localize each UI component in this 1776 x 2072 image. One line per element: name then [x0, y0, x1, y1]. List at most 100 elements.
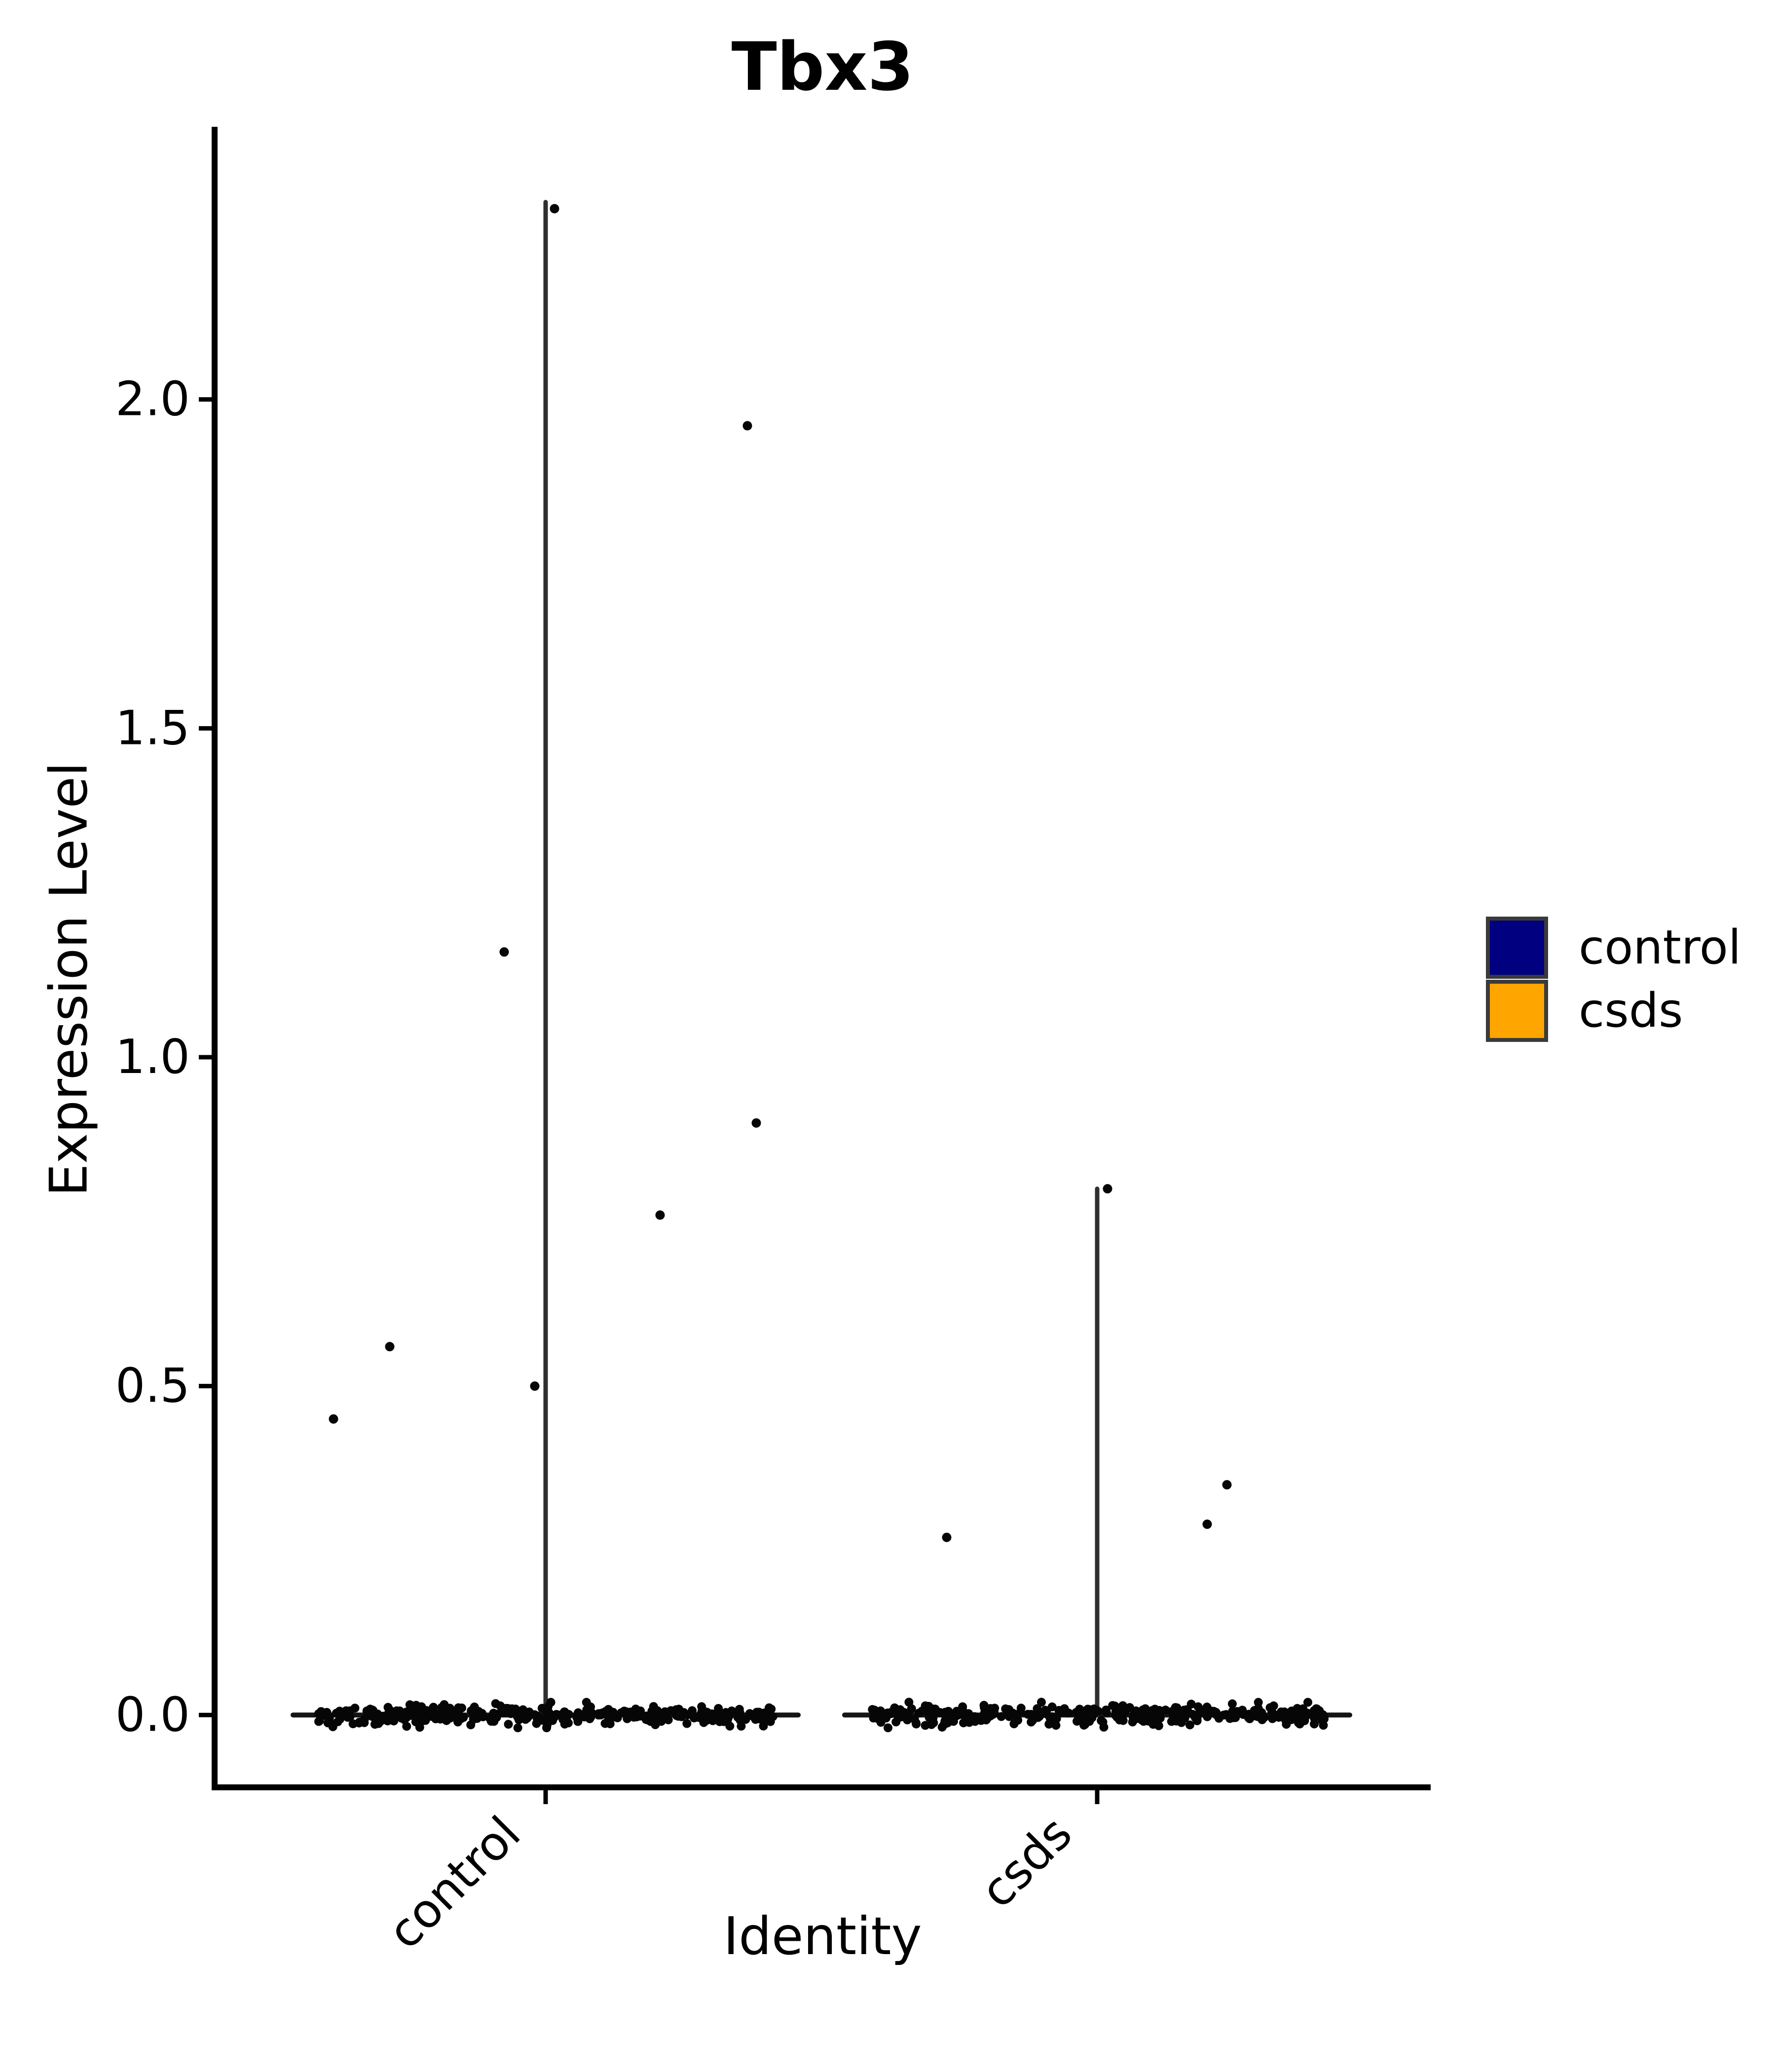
jitter-dot-csds	[1182, 1705, 1191, 1714]
jitter-dot-csds	[873, 1714, 883, 1723]
jitter-dot-control	[489, 1717, 499, 1726]
jitter-dot-control	[350, 1703, 360, 1713]
jitter-dot-control	[682, 1719, 692, 1728]
jitter-dot-control	[335, 1706, 344, 1716]
data-point-control	[550, 204, 559, 214]
jitter-dot-csds	[1227, 1699, 1237, 1708]
jitter-dot-csds	[1287, 1715, 1296, 1724]
jitter-dot-csds	[1314, 1705, 1323, 1715]
jitter-dot-csds	[964, 1718, 974, 1727]
jitter-dot-control	[369, 1706, 378, 1715]
jitter-dot-control	[402, 1722, 411, 1731]
jitter-dot-control	[431, 1709, 441, 1718]
jitter-dot-control	[454, 1703, 463, 1712]
jitter-dot-csds	[1080, 1720, 1090, 1729]
jitter-dot-control	[412, 1707, 421, 1716]
jitter-dot-control	[513, 1723, 522, 1733]
data-point-control	[385, 1342, 395, 1352]
data-point-csds	[1103, 1184, 1112, 1194]
jitter-dot-csds	[988, 1710, 998, 1719]
jitter-dot-csds	[1102, 1708, 1111, 1717]
jitter-dot-csds	[1097, 1716, 1106, 1725]
jitter-dot-control	[613, 1713, 622, 1723]
jitter-dot-csds	[1064, 1708, 1073, 1718]
data-point-control	[751, 1118, 761, 1128]
jitter-dot-control	[644, 1715, 653, 1725]
jitter-dot-control	[759, 1721, 768, 1731]
jitter-dot-csds	[1082, 1712, 1092, 1721]
jitter-dot-csds	[980, 1703, 989, 1712]
jitter-dot-csds	[1051, 1721, 1061, 1730]
y-tick-label: 2.0	[115, 372, 190, 427]
y-tick-label: 1.5	[115, 701, 190, 755]
jitter-dot-control	[442, 1710, 451, 1719]
jitter-dot-control	[389, 1716, 399, 1726]
jitter-dot-control	[328, 1720, 337, 1730]
jitter-dot-control	[543, 1702, 553, 1711]
jitter-dot-csds	[887, 1709, 896, 1718]
jitter-dot-csds	[1009, 1719, 1019, 1729]
jitter-dot-control	[558, 1715, 568, 1724]
jitter-dot-csds	[1040, 1709, 1050, 1718]
jitter-dot-control	[315, 1716, 324, 1726]
jitter-dot-csds	[1297, 1707, 1306, 1716]
chart-title: Tbx3	[731, 28, 914, 106]
jitter-dot-control	[469, 1715, 478, 1724]
jitter-dot-control	[760, 1710, 770, 1720]
jitter-dot-csds	[1265, 1703, 1275, 1712]
jitter-dot-control	[360, 1718, 369, 1727]
jitter-dot-csds	[1185, 1720, 1194, 1730]
data-point-control	[499, 947, 509, 957]
jitter-dot-csds	[1156, 1708, 1165, 1717]
jitter-dot-control	[437, 1703, 446, 1712]
jitter-dot-control	[702, 1709, 711, 1719]
jitter-dot-csds	[1086, 1705, 1095, 1714]
legend-item-csds: csds	[1486, 979, 1741, 1042]
jitter-dot-csds	[976, 1716, 986, 1725]
jitter-dot-csds	[924, 1702, 933, 1711]
legend: control csds	[1486, 916, 1741, 1042]
data-point-control	[655, 1210, 665, 1220]
jitter-dot-csds	[929, 1718, 938, 1728]
x-tick-label-csds: csds	[970, 1806, 1082, 1918]
jitter-dot-control	[386, 1706, 396, 1716]
jitter-dot-csds	[1141, 1704, 1150, 1713]
jitter-dot-control	[513, 1712, 522, 1721]
legend-swatch-csds	[1486, 980, 1548, 1042]
jitter-dot-csds	[1172, 1716, 1181, 1726]
jitter-dot-control	[503, 1703, 513, 1713]
jitter-dot-control	[605, 1708, 614, 1718]
jitter-dot-csds	[1016, 1703, 1026, 1713]
jitter-dot-control	[421, 1716, 430, 1725]
data-point-csds	[1222, 1480, 1232, 1490]
data-point-control	[742, 421, 752, 431]
jitter-dot-csds	[940, 1716, 950, 1726]
jitter-dot-csds	[912, 1719, 921, 1729]
jitter-dot-control	[578, 1710, 588, 1719]
jitter-dot-control	[403, 1708, 412, 1718]
jitter-dot-control	[741, 1715, 750, 1724]
jitter-dot-csds	[1044, 1719, 1054, 1729]
legend-item-control: control	[1486, 916, 1741, 979]
data-point-control	[329, 1414, 338, 1424]
legend-label-csds: csds	[1579, 983, 1683, 1038]
jitter-dot-csds	[876, 1706, 885, 1716]
jitter-dot-csds	[1119, 1706, 1128, 1716]
jitter-dot-control	[445, 1703, 454, 1713]
jitter-dot-control	[663, 1713, 672, 1723]
jitter-dot-control	[711, 1709, 721, 1718]
y-tick-label: 0.0	[115, 1688, 190, 1742]
jitter-dot-csds	[960, 1711, 969, 1720]
jitter-dot-csds	[1274, 1713, 1284, 1722]
data-point-control	[530, 1381, 540, 1391]
legend-swatch-control	[1486, 917, 1548, 979]
jitter-dot-csds	[884, 1723, 893, 1733]
jitter-dot-csds	[1031, 1711, 1040, 1721]
jitter-dot-control	[524, 1707, 534, 1717]
legend-label-control: control	[1579, 920, 1741, 975]
jitter-dot-control	[341, 1706, 351, 1715]
jitter-dot-control	[348, 1719, 358, 1729]
jitter-dot-csds	[1023, 1709, 1033, 1719]
jitter-dot-csds	[1128, 1712, 1138, 1722]
jitter-dot-control	[735, 1704, 744, 1714]
